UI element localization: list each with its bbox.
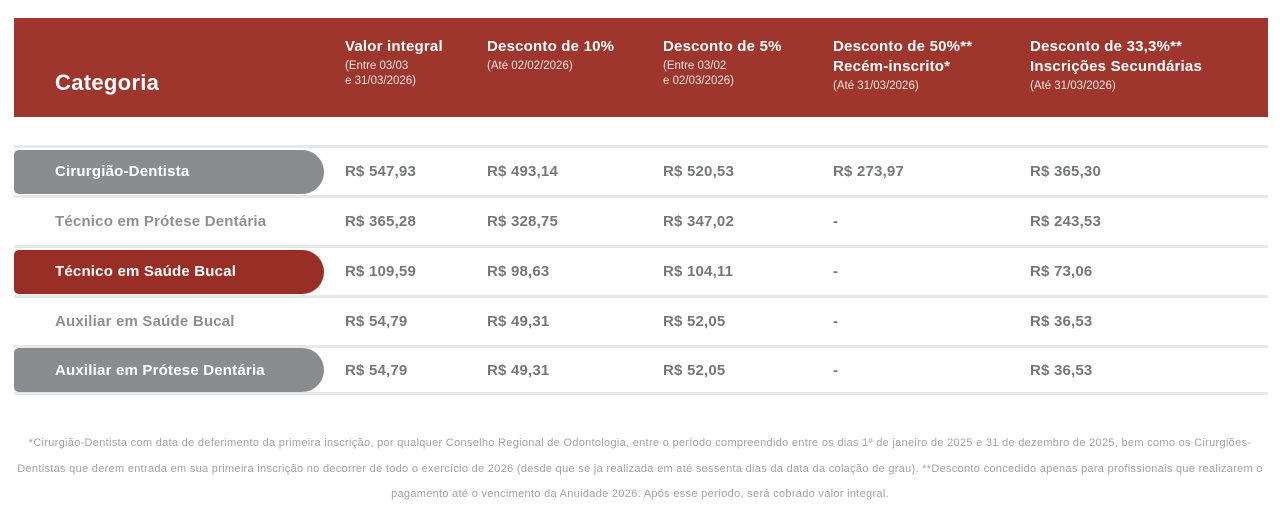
value-cell: R$ 73,06 (1030, 263, 1093, 280)
value-cell: R$ 328,75 (487, 213, 559, 230)
column-title: Desconto de 33,3%** Inscrições Secundári… (1030, 38, 1202, 75)
value-cell: R$ 520,53 (663, 163, 735, 180)
value-cell: R$ 52,05 (663, 313, 726, 330)
value-cell: R$ 109,59 (345, 263, 417, 280)
value-cell: - (833, 263, 839, 280)
value-cell: R$ 243,53 (1030, 213, 1102, 230)
value-cell: R$ 52,05 (663, 361, 726, 379)
value-cell: R$ 54,79 (345, 313, 408, 330)
category-pill: Cirurgião-Dentista (14, 149, 324, 194)
category-header: Categoria (14, 18, 345, 117)
column-title: Desconto de 50%** Recém-inscrito* (833, 38, 973, 75)
value-cell: R$ 365,28 (345, 213, 417, 230)
value-cell: - (833, 313, 839, 330)
value-cell: R$ 49,31 (487, 313, 550, 330)
column-header-desconto-5: Desconto de 5% (Entre 03/02 e 02/03/2026… (663, 18, 833, 89)
table-row: Cirurgião-Dentista R$ 547,93 R$ 493,14 R… (14, 145, 1268, 195)
table-row: Técnico em Saúde Bucal R$ 109,59 R$ 98,6… (14, 245, 1268, 295)
column-subtitle: (Entre 03/02 e 02/03/2026) (663, 60, 734, 87)
value-cell: R$ 49,31 (487, 361, 550, 379)
column-title: Desconto de 5% (663, 38, 782, 55)
value-cell: R$ 273,97 (833, 163, 905, 180)
value-cell: R$ 547,93 (345, 163, 417, 180)
value-cell: R$ 98,63 (487, 263, 550, 280)
column-title: Valor integral (345, 38, 443, 55)
category-header-label: Categoria (55, 70, 160, 95)
category-label: Cirurgião-Dentista (55, 163, 190, 180)
value-cell: R$ 36,53 (1030, 313, 1093, 330)
annuity-table: Categoria Valor integral (Entre 03/03 e … (14, 18, 1268, 395)
table-row: Auxiliar em Prótese Dentária R$ 54,79 R$… (14, 345, 1268, 395)
value-cell: - (833, 213, 839, 230)
value-cell: R$ 104,11 (663, 263, 734, 280)
annuity-pricing-page: Categoria Valor integral (Entre 03/03 e … (0, 18, 1280, 514)
table-row: Auxiliar em Saúde Bucal R$ 54,79 R$ 49,3… (14, 295, 1268, 345)
value-cell: R$ 347,02 (663, 213, 735, 230)
column-header-valor-integral: Valor integral (Entre 03/03 e 31/03/2026… (345, 18, 487, 89)
category-label: Auxiliar em Saúde Bucal (55, 313, 235, 330)
column-subtitle: (Até 31/03/2026) (833, 80, 919, 92)
category-label: Técnico em Prótese Dentária (55, 213, 267, 230)
table-header: Categoria Valor integral (Entre 03/03 e … (14, 18, 1268, 117)
category-pill: Técnico em Saúde Bucal (14, 249, 324, 294)
column-header-desconto-50-recem-inscrito: Desconto de 50%** Recém-inscrito* (Até 3… (833, 18, 1030, 94)
table-row: Técnico em Prótese Dentária R$ 365,28 R$… (14, 195, 1268, 245)
category-label: Técnico em Saúde Bucal (55, 263, 237, 280)
value-cell: R$ 36,53 (1030, 361, 1093, 379)
column-subtitle: (Entre 03/03 e 31/03/2026) (345, 60, 416, 87)
column-header-desconto-33-inscricoes-secundarias: Desconto de 33,3%** Inscrições Secundári… (1030, 18, 1268, 94)
table-body: Cirurgião-Dentista R$ 547,93 R$ 493,14 R… (14, 145, 1268, 395)
column-subtitle: (Até 02/02/2026) (487, 60, 573, 72)
column-subtitle: (Até 31/03/2026) (1030, 80, 1116, 92)
value-cell: R$ 365,30 (1030, 163, 1102, 180)
category-pill: Auxiliar em Prótese Dentária (14, 348, 324, 392)
value-cell: - (833, 361, 839, 379)
column-title: Desconto de 10% (487, 38, 615, 55)
value-cell: R$ 493,14 (487, 163, 559, 180)
footnote: *Cirurgião-Dentista com data de deferime… (17, 437, 1263, 500)
column-header-desconto-10: Desconto de 10% (Até 02/02/2026) (487, 18, 663, 74)
value-cell: R$ 54,79 (345, 361, 408, 379)
category-label: Auxiliar em Prótese Dentária (55, 361, 265, 379)
